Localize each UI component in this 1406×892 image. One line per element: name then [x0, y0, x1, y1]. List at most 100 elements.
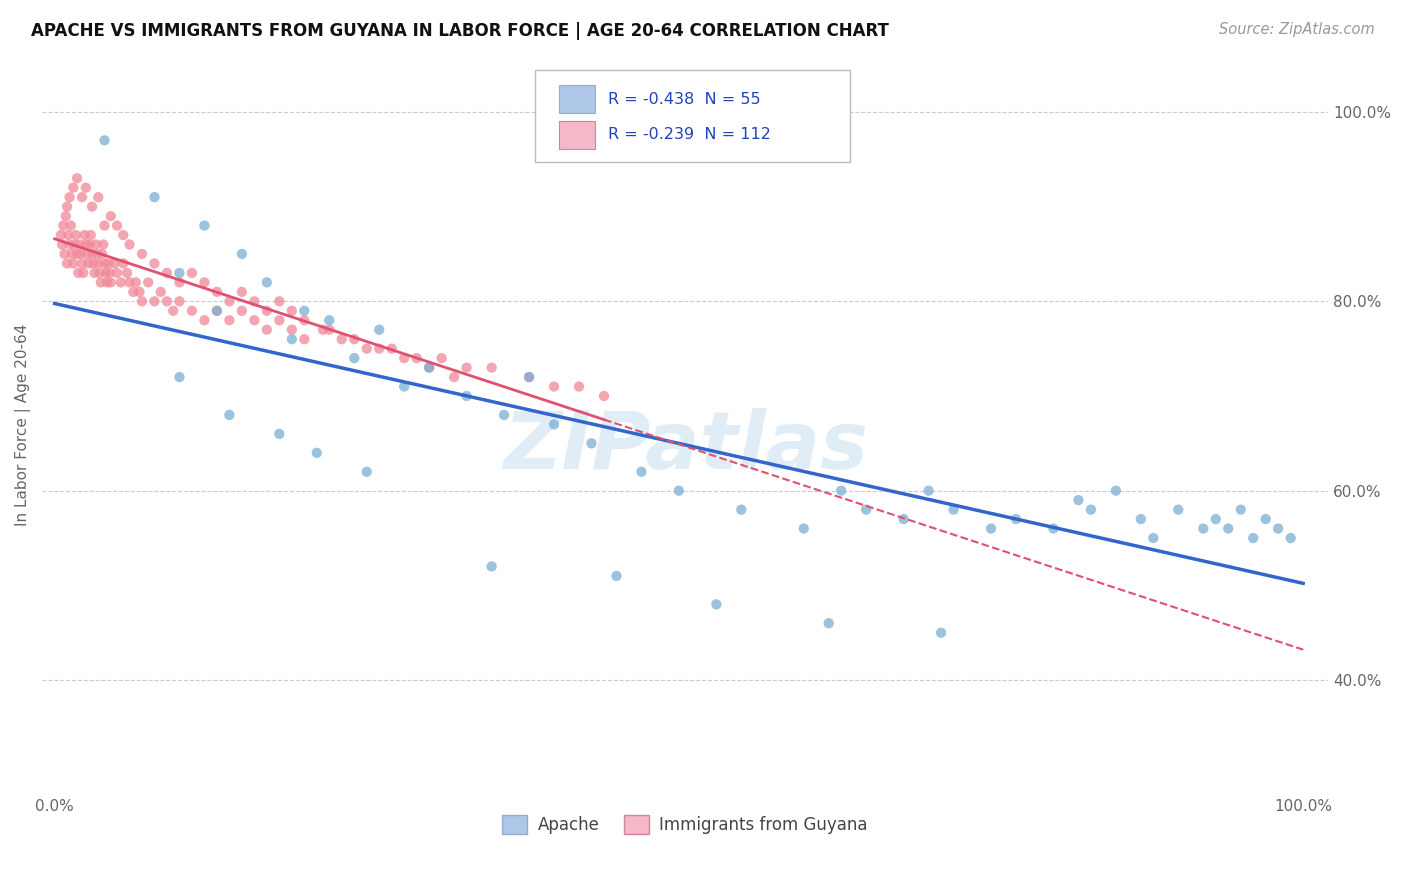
Point	[830, 483, 852, 498]
Point	[1267, 522, 1289, 536]
Point	[269, 294, 291, 309]
Point	[70, 256, 93, 270]
Point	[1205, 512, 1227, 526]
Point	[543, 379, 565, 393]
Point	[318, 323, 340, 337]
Point	[105, 266, 128, 280]
Point	[218, 294, 240, 309]
Point	[481, 360, 503, 375]
Point	[292, 332, 315, 346]
Point	[181, 303, 204, 318]
Point	[405, 351, 427, 365]
Point	[169, 276, 191, 290]
Point	[80, 200, 103, 214]
Point	[143, 190, 166, 204]
Point	[51, 237, 73, 252]
Point	[169, 294, 191, 309]
Point	[1167, 502, 1189, 516]
Text: R = -0.239  N = 112: R = -0.239 N = 112	[607, 128, 770, 142]
Point	[58, 237, 80, 252]
Point	[1241, 531, 1264, 545]
Point	[131, 247, 153, 261]
Point	[430, 351, 453, 365]
Point	[392, 351, 415, 365]
Point	[456, 360, 478, 375]
Point	[231, 303, 253, 318]
Point	[65, 227, 87, 242]
Point	[90, 276, 112, 290]
Point	[75, 180, 97, 194]
Point	[205, 303, 228, 318]
Point	[205, 303, 228, 318]
Point	[82, 256, 104, 270]
Point	[87, 190, 110, 204]
Point	[56, 256, 79, 270]
Point	[793, 522, 815, 536]
Point	[162, 303, 184, 318]
Point	[256, 323, 278, 337]
Point	[256, 303, 278, 318]
Point	[118, 276, 141, 290]
Point	[86, 247, 108, 261]
Point	[1254, 512, 1277, 526]
Point	[231, 285, 253, 299]
Point	[481, 559, 503, 574]
Point	[581, 436, 603, 450]
Point	[80, 247, 103, 261]
Point	[169, 370, 191, 384]
Point	[494, 408, 516, 422]
Point	[169, 266, 191, 280]
Point	[205, 285, 228, 299]
Point	[100, 209, 122, 223]
Point	[75, 237, 97, 252]
Point	[231, 247, 253, 261]
Text: Source: ZipAtlas.com: Source: ZipAtlas.com	[1219, 22, 1375, 37]
Point	[243, 313, 266, 327]
Point	[1042, 522, 1064, 536]
Point	[392, 379, 415, 393]
Point	[118, 237, 141, 252]
Point	[58, 227, 80, 242]
Point	[93, 133, 115, 147]
Point	[281, 323, 304, 337]
Point	[84, 237, 107, 252]
Point	[73, 227, 96, 242]
Point	[418, 360, 440, 375]
Point	[368, 342, 391, 356]
Point	[942, 502, 965, 516]
Point	[517, 370, 540, 384]
Point	[115, 266, 138, 280]
Point	[125, 276, 148, 290]
Point	[1105, 483, 1128, 498]
Point	[343, 351, 366, 365]
Point	[105, 219, 128, 233]
Point	[568, 379, 591, 393]
Point	[281, 332, 304, 346]
Point	[218, 313, 240, 327]
Point	[193, 219, 215, 233]
Point	[330, 332, 353, 346]
Point	[66, 171, 89, 186]
Point	[1218, 522, 1240, 536]
Point	[929, 625, 952, 640]
Point	[269, 313, 291, 327]
Point	[66, 247, 89, 261]
Point	[917, 483, 939, 498]
Point	[256, 276, 278, 290]
Point	[131, 294, 153, 309]
Point	[58, 190, 80, 204]
Point	[96, 276, 118, 290]
Point	[72, 266, 94, 280]
Point	[1229, 502, 1251, 516]
Point	[368, 323, 391, 337]
Point	[91, 237, 114, 252]
Y-axis label: In Labor Force | Age 20-64: In Labor Force | Age 20-64	[15, 323, 31, 525]
Point	[59, 219, 82, 233]
FancyBboxPatch shape	[560, 120, 595, 149]
Point	[103, 256, 125, 270]
Point	[53, 247, 76, 261]
Point	[156, 294, 179, 309]
Point	[87, 256, 110, 270]
Point	[281, 303, 304, 318]
Point	[356, 342, 378, 356]
